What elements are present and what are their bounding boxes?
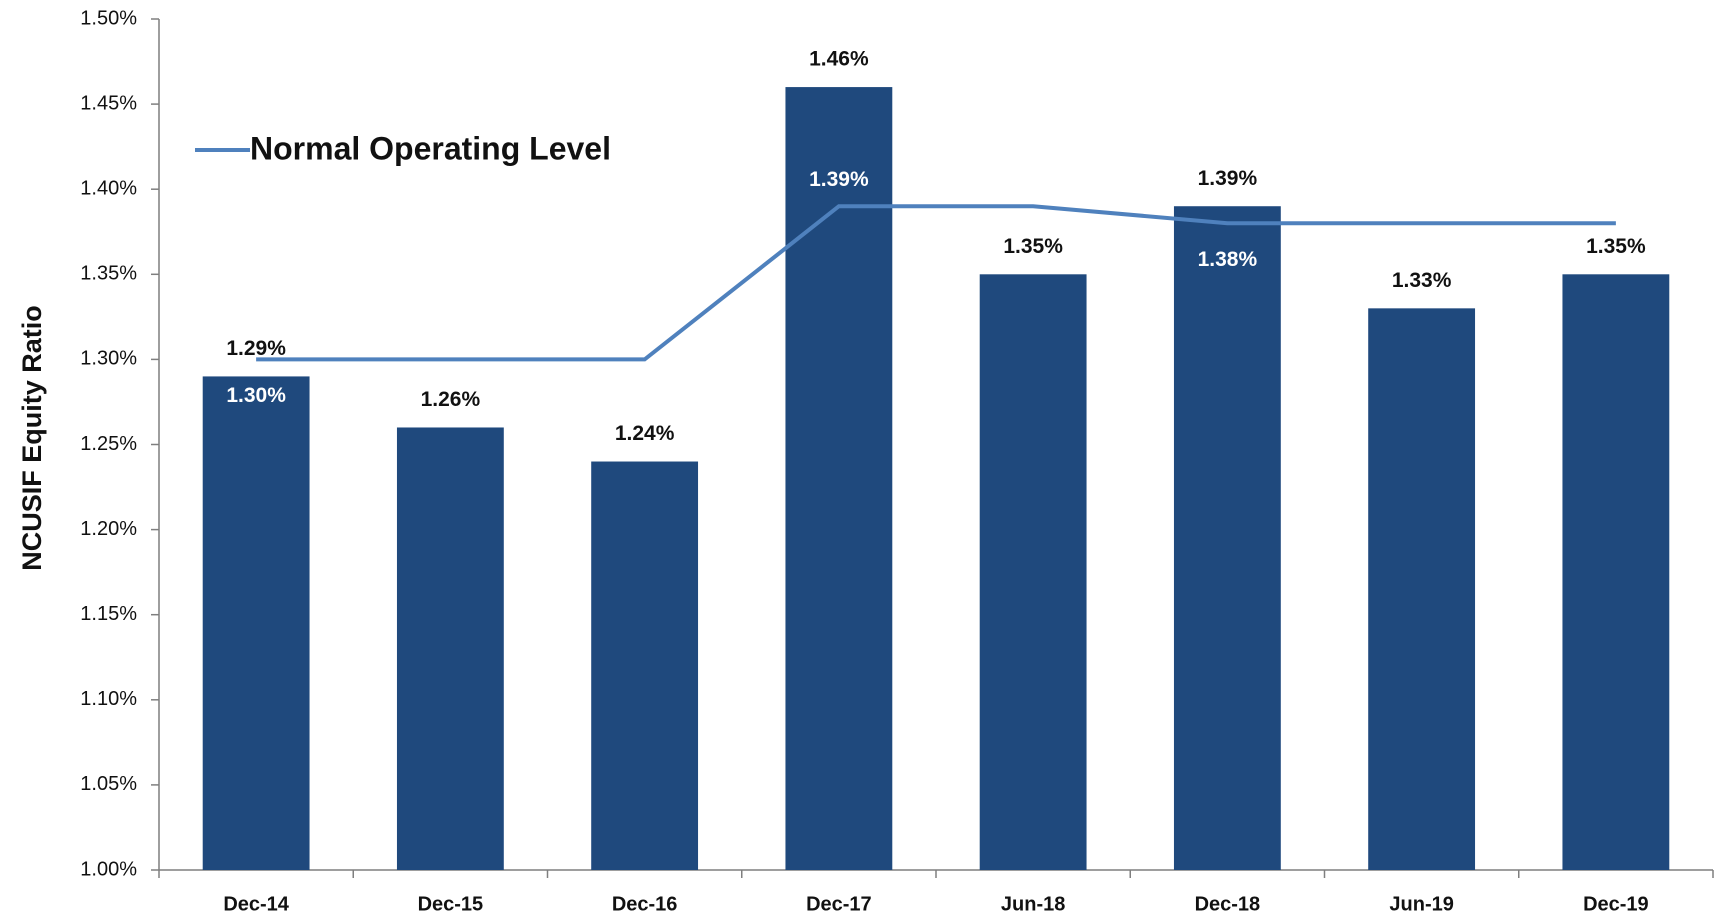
- x-tick-label: Dec-14: [223, 893, 289, 915]
- x-tick-label: Jun-19: [1389, 893, 1453, 915]
- bar-value-label: 1.26%: [421, 388, 481, 411]
- x-tick-label: Dec-17: [806, 893, 872, 915]
- bar-value-label: 1.29%: [226, 337, 286, 360]
- x-tick-label: Dec-18: [1195, 893, 1261, 915]
- y-tick-label: 1.20%: [80, 518, 137, 540]
- bar: [202, 376, 310, 870]
- line: [256, 204, 1616, 362]
- y-tick-label: 1.50%: [80, 7, 137, 29]
- x-tick-label: Dec-15: [418, 893, 484, 915]
- bar: [1562, 274, 1670, 870]
- y-tick-label: 1.15%: [80, 603, 137, 625]
- bar-value-label: 1.33%: [1392, 269, 1452, 292]
- y-tick-label: 1.25%: [80, 433, 137, 455]
- y-tick-label: 1.30%: [80, 348, 137, 370]
- bar-value-label: 1.35%: [1003, 235, 1063, 258]
- bar-value-label: 1.39%: [1198, 167, 1258, 190]
- bar: [785, 87, 893, 870]
- y-axis-title: NCUSIF Equity Ratio: [17, 305, 47, 571]
- x-tick-label: Jun-18: [1001, 893, 1065, 915]
- bar-value-label: 1.24%: [615, 422, 675, 445]
- bar: [591, 461, 699, 870]
- bar: [1368, 308, 1476, 871]
- bar: [1173, 206, 1281, 871]
- line-value-label: 1.38%: [1198, 248, 1258, 271]
- y-tick-label: 1.45%: [80, 92, 137, 114]
- y-tick-label: 1.40%: [80, 177, 137, 199]
- y-tick-label: 1.00%: [80, 858, 137, 880]
- bar: [979, 274, 1087, 870]
- y-tick-label: 1.10%: [80, 688, 137, 710]
- y-tick-label: 1.05%: [80, 773, 137, 795]
- y-tick-label: 1.35%: [80, 263, 137, 285]
- bar: [396, 427, 504, 870]
- x-tick-label: Dec-19: [1583, 893, 1649, 915]
- bar-value-label: 1.46%: [809, 48, 869, 71]
- bar-value-label: 1.35%: [1586, 235, 1646, 258]
- line-value-label: 1.30%: [226, 384, 286, 407]
- x-tick-label: Dec-16: [612, 893, 678, 915]
- line-value-label: 1.39%: [809, 168, 869, 191]
- legend-label: Normal Operating Level: [250, 130, 611, 166]
